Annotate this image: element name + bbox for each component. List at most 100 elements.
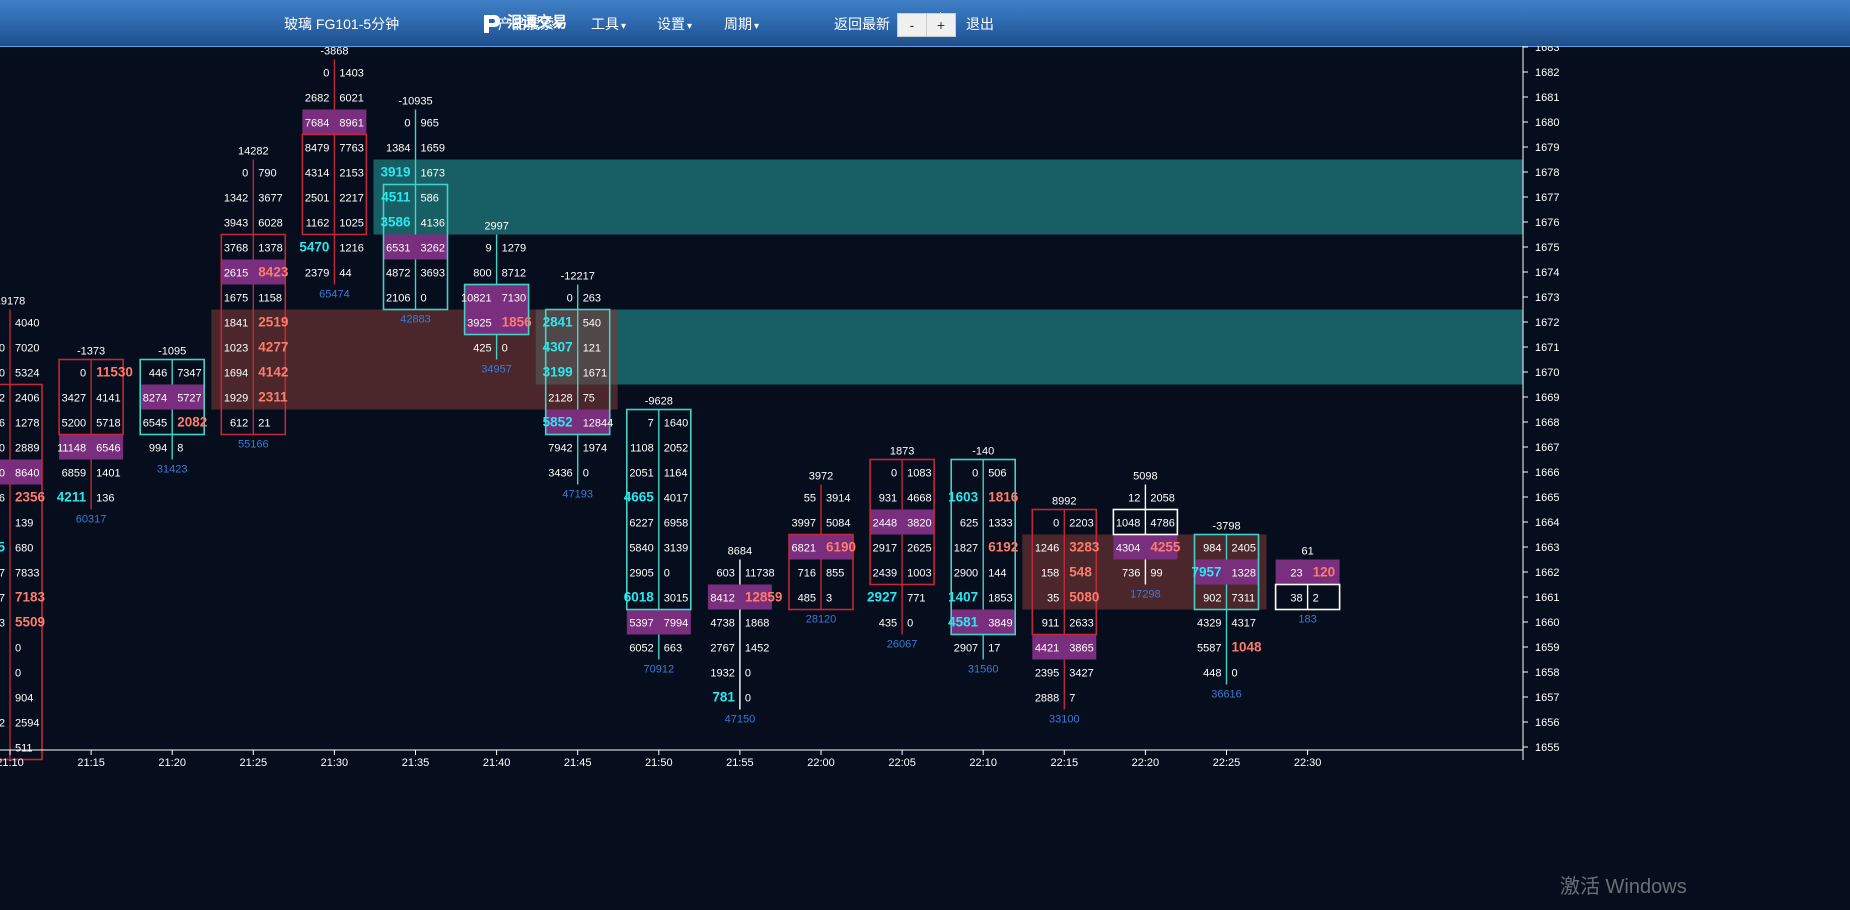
bid-volume: 7 bbox=[0, 568, 5, 580]
bid-volume: 3943 bbox=[224, 218, 248, 230]
bid-volume: 984 bbox=[1203, 543, 1221, 555]
ask-volume: 1279 bbox=[502, 243, 526, 255]
bid-volume: 3199 bbox=[543, 365, 573, 380]
price-tick-label: 1664 bbox=[1535, 517, 1559, 529]
ask-volume: 2356 bbox=[15, 490, 46, 505]
back-to-latest-button[interactable]: 返回最新 bbox=[834, 16, 890, 32]
ask-volume: 0 bbox=[664, 568, 670, 580]
bar-delta-label: -1373 bbox=[77, 346, 105, 358]
bid-volume: 4511 bbox=[381, 190, 411, 205]
bar-body-box bbox=[788, 533, 854, 611]
bid-volume: 716 bbox=[798, 568, 816, 580]
bar-body-box bbox=[544, 308, 611, 436]
bar-delta-label: 3972 bbox=[809, 471, 833, 483]
bid-volume: 2907 bbox=[954, 643, 978, 655]
time-tick-label: 21:10 bbox=[0, 757, 24, 769]
bar-body-box bbox=[1031, 508, 1098, 636]
bid-volume: 2439 bbox=[873, 568, 897, 580]
menu-tools[interactable]: 工具 bbox=[591, 0, 626, 46]
ask-volume: 3262 bbox=[421, 243, 445, 255]
bar-body-box bbox=[625, 408, 692, 611]
bid-volume: 6227 bbox=[629, 518, 653, 530]
bid-volume: 1841 bbox=[224, 318, 248, 330]
bid-volume: 5 bbox=[0, 540, 5, 555]
ask-volume: 7311 bbox=[1232, 593, 1256, 605]
bar-delta-label: -12217 bbox=[561, 271, 595, 283]
bid-volume: 2379 bbox=[305, 268, 329, 280]
bid-volume: 4304 bbox=[1116, 543, 1140, 555]
ask-volume: 2889 bbox=[15, 443, 39, 455]
ask-volume: 3283 bbox=[1069, 540, 1100, 555]
bid-volume: 3427 bbox=[62, 393, 86, 405]
zoom-in-button[interactable]: + bbox=[926, 13, 956, 37]
bar-delta-label: -3798 bbox=[1212, 521, 1240, 533]
bid-volume: 23 bbox=[1290, 568, 1302, 580]
bar-volume-label: 60317 bbox=[76, 514, 107, 526]
ask-volume: 4040 bbox=[15, 318, 39, 330]
ask-volume: 75 bbox=[583, 393, 595, 405]
bid-volume: 55 bbox=[804, 493, 816, 505]
ask-volume: 0 bbox=[421, 293, 427, 305]
bar-delta-label: 8992 bbox=[1052, 496, 1076, 508]
ask-volume: 1378 bbox=[258, 243, 282, 255]
ask-volume: 1673 bbox=[421, 168, 445, 180]
ask-volume: 2625 bbox=[907, 543, 931, 555]
value-area-zone-0 bbox=[373, 159, 1523, 235]
ask-volume: 5509 bbox=[15, 615, 45, 630]
ask-volume: 144 bbox=[988, 568, 1006, 580]
price-tick-label: 1680 bbox=[1535, 117, 1559, 129]
ask-volume: 4017 bbox=[664, 493, 688, 505]
bid-volume: 4665 bbox=[624, 490, 655, 505]
bid-volume: 0 bbox=[242, 168, 248, 180]
price-tick-label: 1671 bbox=[1535, 342, 1559, 354]
ask-volume: 3139 bbox=[664, 543, 688, 555]
bid-volume: 2767 bbox=[710, 643, 734, 655]
bar-body-box bbox=[463, 283, 530, 336]
bar-volume-label: 17298 bbox=[1130, 589, 1161, 601]
bid-volume: 38 bbox=[1290, 593, 1302, 605]
menu-settings[interactable]: 设置 bbox=[657, 0, 692, 46]
ask-volume: 12859 bbox=[745, 590, 783, 605]
imbalance-cell bbox=[1275, 559, 1340, 585]
bid-volume: 3436 bbox=[548, 468, 572, 480]
ask-volume: 11530 bbox=[96, 365, 133, 380]
ask-volume: 663 bbox=[664, 643, 682, 655]
menu-product-search[interactable]: 产品搜索 bbox=[498, 0, 561, 46]
bid-volume: 2501 bbox=[305, 193, 329, 205]
bid-volume: 902 bbox=[1203, 593, 1221, 605]
bid-volume: 4581 bbox=[948, 615, 979, 630]
ask-volume: 7 bbox=[1069, 693, 1075, 705]
ask-volume: 4141 bbox=[96, 393, 120, 405]
bid-volume: 2128 bbox=[548, 393, 572, 405]
menu-period[interactable]: 周期 bbox=[724, 0, 759, 46]
price-tick-label: 1675 bbox=[1535, 242, 1559, 254]
ask-volume: 7763 bbox=[339, 143, 363, 155]
bid-volume: 0 bbox=[0, 368, 5, 380]
bar-delta-label: 1873 bbox=[890, 446, 914, 458]
ask-volume: 120 bbox=[1313, 565, 1336, 580]
ask-volume: 1853 bbox=[988, 593, 1012, 605]
ask-volume: 0 bbox=[745, 693, 751, 705]
ask-volume: 1158 bbox=[258, 293, 282, 305]
zoom-out-button[interactable]: - bbox=[897, 13, 927, 37]
ask-volume: 511 bbox=[15, 743, 33, 755]
bar-volume-label: 31423 bbox=[157, 464, 188, 476]
bid-volume: 7684 bbox=[305, 118, 329, 130]
imbalance-cell bbox=[59, 434, 124, 460]
bid-volume: 5397 bbox=[629, 618, 653, 630]
ask-volume: 17 bbox=[988, 643, 1000, 655]
time-tick-label: 21:50 bbox=[645, 757, 673, 769]
exit-button[interactable]: 退出 bbox=[966, 16, 994, 32]
ask-volume: 1671 bbox=[583, 368, 607, 380]
ask-volume: 1974 bbox=[583, 443, 607, 455]
bid-volume: 5587 bbox=[1197, 643, 1221, 655]
ask-volume: 2153 bbox=[339, 168, 363, 180]
ask-volume: 1868 bbox=[745, 618, 769, 630]
time-tick-label: 22:25 bbox=[1213, 757, 1241, 769]
imbalance-cell bbox=[1194, 559, 1259, 585]
ask-volume: 1401 bbox=[96, 468, 120, 480]
bid-volume: 1603 bbox=[948, 490, 979, 505]
ask-volume: 0 bbox=[745, 668, 751, 680]
